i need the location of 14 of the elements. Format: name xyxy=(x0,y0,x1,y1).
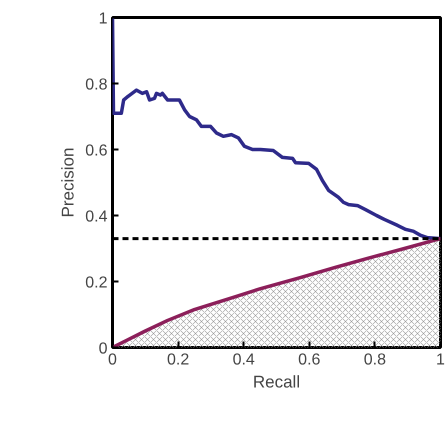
y-tick-label: 0.4 xyxy=(85,208,108,226)
x-tick-label: 0.6 xyxy=(298,352,321,368)
x-tick-label: 0.8 xyxy=(364,352,386,368)
x-tick-label: 0.2 xyxy=(166,352,190,368)
y-tick-label: 1 xyxy=(98,10,108,28)
line-series xyxy=(112,18,440,240)
y-tick-label: 0 xyxy=(98,340,108,358)
x-axis-title: Recall xyxy=(252,372,300,392)
x-tick-label: 1 xyxy=(436,352,446,368)
y-tick-label: 0.2 xyxy=(85,274,108,292)
x-tick-label: 0.4 xyxy=(232,352,255,368)
y-tick-label: 0.6 xyxy=(85,142,108,160)
y-axis-title: Precision xyxy=(58,148,78,218)
y-tick-label: 0.8 xyxy=(85,76,108,94)
